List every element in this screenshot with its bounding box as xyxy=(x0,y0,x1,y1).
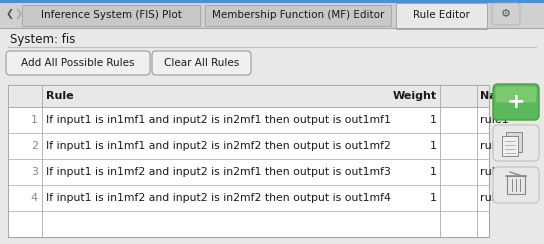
Text: ❮: ❮ xyxy=(6,9,14,19)
Bar xyxy=(0,28,544,244)
Text: If input1 is in1mf1 and input2 is in2mf1 then output is out1mf1: If input1 is in1mf1 and input2 is in2mf1… xyxy=(46,115,391,125)
Text: 1: 1 xyxy=(430,193,437,203)
Bar xyxy=(507,176,525,194)
Bar xyxy=(22,5,200,26)
Text: If input1 is in1mf2 and input2 is in2mf2 then output is out1mf4: If input1 is in1mf2 and input2 is in2mf2… xyxy=(46,193,391,203)
Bar xyxy=(205,5,391,26)
Text: rule2: rule2 xyxy=(480,141,509,151)
Text: 1: 1 xyxy=(31,115,38,125)
Text: ❯: ❯ xyxy=(15,9,23,19)
Bar xyxy=(396,3,487,29)
Text: 1: 1 xyxy=(430,167,437,177)
Bar xyxy=(8,85,489,237)
Text: rule3: rule3 xyxy=(480,167,509,177)
Text: Weight: Weight xyxy=(393,91,437,101)
Text: +: + xyxy=(506,92,526,112)
Text: Rule: Rule xyxy=(46,91,73,101)
FancyBboxPatch shape xyxy=(152,51,251,75)
Text: Add All Possible Rules: Add All Possible Rules xyxy=(21,58,135,68)
Bar xyxy=(8,85,489,107)
Bar xyxy=(0,0,544,28)
Text: Clear All Rules: Clear All Rules xyxy=(164,58,239,68)
Text: Rule Editor: Rule Editor xyxy=(413,10,470,20)
Text: If input1 is in1mf1 and input2 is in2mf2 then output is out1mf2: If input1 is in1mf1 and input2 is in2mf2… xyxy=(46,141,391,151)
Bar xyxy=(0,0,544,3)
Text: rule4: rule4 xyxy=(480,193,509,203)
Bar xyxy=(502,136,518,156)
Text: 2: 2 xyxy=(31,141,38,151)
FancyBboxPatch shape xyxy=(493,125,539,161)
Text: Membership Function (MF) Editor: Membership Function (MF) Editor xyxy=(212,10,384,20)
Bar xyxy=(506,132,522,152)
FancyBboxPatch shape xyxy=(6,51,150,75)
Text: rule1: rule1 xyxy=(480,115,509,125)
Text: 1: 1 xyxy=(430,115,437,125)
Text: Inference System (FIS) Plot: Inference System (FIS) Plot xyxy=(41,10,182,20)
Text: 1: 1 xyxy=(430,141,437,151)
FancyBboxPatch shape xyxy=(496,87,536,102)
Text: If input1 is in1mf2 and input2 is in2mf1 then output is out1mf3: If input1 is in1mf2 and input2 is in2mf1… xyxy=(46,167,391,177)
Text: 3: 3 xyxy=(31,167,38,177)
FancyBboxPatch shape xyxy=(493,84,539,120)
FancyBboxPatch shape xyxy=(492,3,520,25)
Text: ⚙: ⚙ xyxy=(501,9,511,19)
Text: Name: Name xyxy=(480,91,516,101)
FancyBboxPatch shape xyxy=(493,167,539,203)
Text: System: fis: System: fis xyxy=(10,33,76,47)
Text: 4: 4 xyxy=(31,193,38,203)
